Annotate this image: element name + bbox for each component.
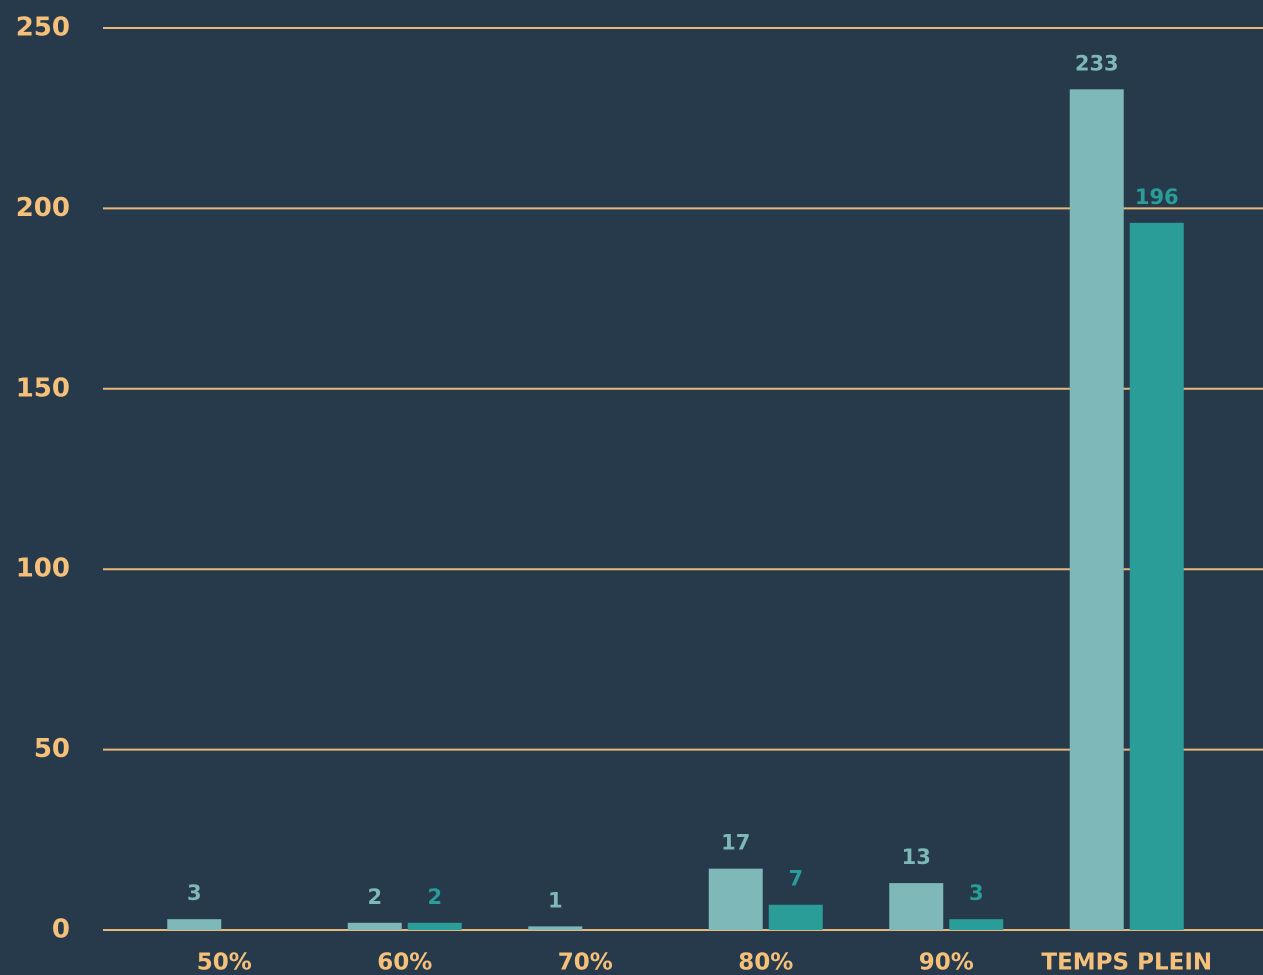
y-tick-label: 150 — [16, 373, 70, 403]
value-label: 2 — [427, 885, 442, 909]
y-tick-label: 50 — [34, 734, 70, 764]
bar — [528, 926, 583, 930]
value-label: 7 — [788, 867, 803, 891]
x-tick-label: 60% — [377, 950, 432, 975]
bar — [768, 904, 823, 930]
bar — [167, 919, 222, 930]
value-label: 1 — [548, 888, 563, 912]
x-tick-label: TEMPS PLEIN — [1041, 950, 1212, 975]
value-label: 3 — [969, 881, 984, 905]
y-tick-label: 200 — [16, 193, 70, 223]
x-tick-label: 50% — [197, 950, 252, 975]
value-label: 13 — [902, 845, 931, 869]
value-label: 196 — [1135, 185, 1179, 209]
y-tick-label: 100 — [16, 554, 70, 584]
y-tick-label: 250 — [16, 13, 70, 43]
value-label: 233 — [1075, 51, 1119, 75]
bar — [949, 919, 1004, 930]
x-tick-label: 80% — [738, 950, 793, 975]
value-label: 17 — [721, 831, 750, 855]
bar — [407, 922, 462, 930]
bar — [889, 883, 944, 930]
value-label: 3 — [187, 881, 202, 905]
bar — [347, 922, 402, 930]
value-label: 2 — [367, 885, 382, 909]
x-tick-label: 70% — [558, 950, 613, 975]
bar — [1069, 89, 1124, 930]
x-tick-label: 90% — [919, 950, 974, 975]
bar — [1129, 222, 1184, 930]
y-tick-label: 0 — [52, 915, 70, 945]
bar — [708, 868, 763, 930]
